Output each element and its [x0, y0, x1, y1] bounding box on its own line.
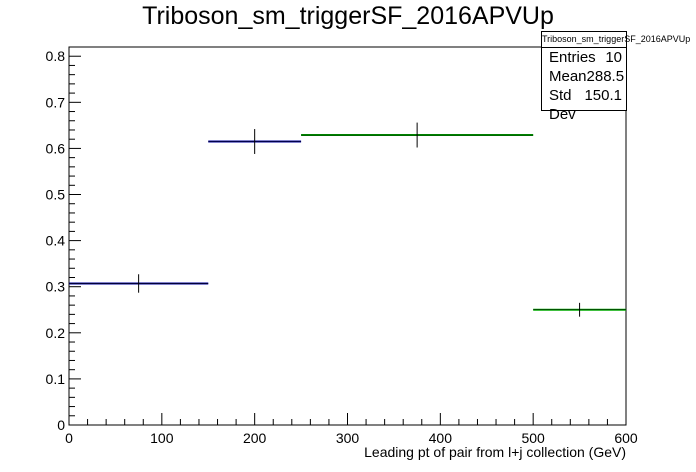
y-tick-label: 0.1 [46, 371, 66, 387]
y-tick-label: 0.7 [46, 94, 66, 110]
stats-row-mean: Mean 288.5 [542, 67, 626, 86]
y-tick-label: 0.5 [46, 187, 66, 203]
stats-entries-label: Entries [549, 49, 596, 66]
y-tick-label: 0 [57, 417, 65, 433]
chart-title: Triboson_sm_triggerSF_2016APVUp [142, 2, 554, 30]
stats-box: Triboson_sm_triggerSF_2016APVUp Entries … [541, 31, 690, 123]
y-tick-label: 0.8 [46, 48, 66, 64]
y-tick-label: 0.2 [46, 325, 66, 341]
x-tick-label: 500 [521, 430, 545, 446]
x-axis-label: Leading pt of pair from l+j collection (… [364, 444, 626, 460]
stats-entries-value: 10 [605, 49, 622, 66]
x-tick-label: 200 [243, 430, 267, 446]
stats-stddev-value: 150.1 [584, 87, 622, 104]
x-tick-label: 100 [150, 430, 174, 446]
y-tick-label: 0.4 [46, 233, 66, 249]
y-tick-label: 0.3 [46, 279, 66, 295]
stats-stddev-label: Std Dev [549, 87, 576, 123]
x-tick-label: 600 [614, 430, 638, 446]
y-tick-label: 0.6 [46, 140, 66, 156]
stats-row-stddev: Std Dev 150.1 [542, 86, 626, 123]
x-tick-label: 0 [65, 430, 73, 446]
x-tick-label: 400 [429, 430, 453, 446]
stats-mean-value: 288.5 [586, 68, 625, 85]
x-tick-label: 300 [336, 430, 360, 446]
stats-row-entries: Entries 10 [542, 48, 626, 67]
stats-box-name: Triboson_sm_triggerSF_2016APVUp [542, 32, 690, 48]
stats-mean-label: Mean [549, 68, 587, 85]
